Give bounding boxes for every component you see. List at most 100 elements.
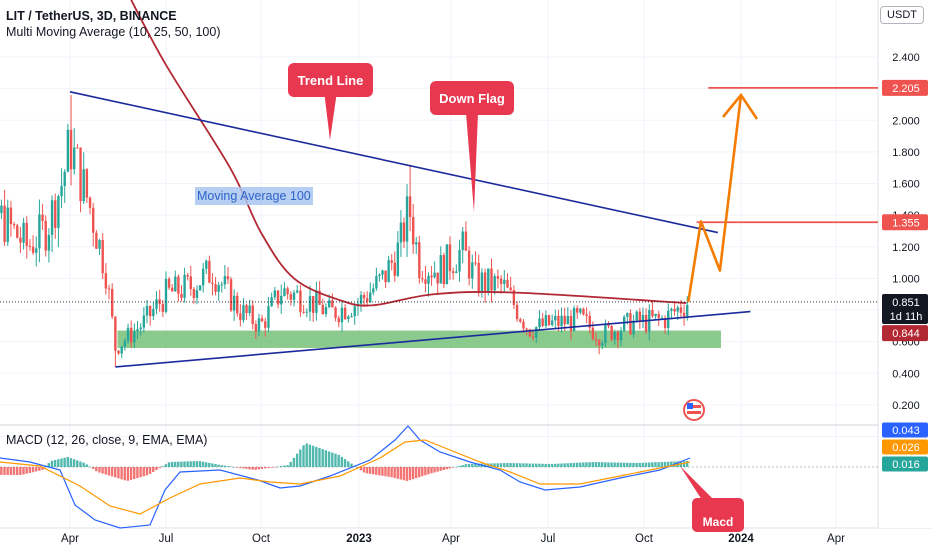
candle [167,276,171,290]
macd-hist-bar [588,462,591,467]
macd-hist-bar [270,467,273,468]
macd-hist-bar [311,445,315,467]
candle-body [174,276,177,292]
candle [161,299,165,318]
indicator-title[interactable]: Multi Moving Average (10, 25, 50, 100) [6,25,221,39]
macd-hist-bar [347,461,350,467]
candle [129,320,133,348]
macd-line [0,425,691,529]
candle [126,323,130,345]
candle [442,252,446,289]
macd-hist-bar [183,461,186,467]
candle-body [220,284,223,286]
macd-hist-bar [164,464,168,467]
macd-hist-bar [248,467,251,470]
x-tick-label: 2023 [346,533,372,545]
macd-hist-bar [604,462,607,467]
macd-hist-bar [493,463,496,467]
candle-body [424,279,427,284]
candle-body [365,298,369,302]
candle-body [408,196,412,218]
macd-hist-bar [563,463,566,467]
candle-body [372,288,375,293]
candle-body [73,147,76,170]
candle-body [12,224,16,226]
candle-body [439,255,442,284]
macd-hist-bar [522,463,525,467]
candle-body [506,279,509,288]
projection-arrowhead [721,92,759,120]
macd-hist-bar [390,467,393,478]
candle-body [9,207,13,225]
macd-hist-bar [430,467,433,474]
candle-body [550,320,554,325]
candle [286,286,289,300]
candle [117,350,120,355]
candle-body [594,339,598,341]
macd-hist-bar [534,463,538,467]
candle [239,304,242,327]
candle-body [126,327,130,341]
candle-body [384,270,387,283]
candle-body [544,315,548,326]
candle [38,199,41,263]
candle-body [170,287,174,292]
candle [82,152,85,205]
candle-body [79,147,82,202]
candle-body [245,305,248,314]
candle [387,255,390,283]
currency-button[interactable]: USDT [880,6,924,24]
target-tag-1355-bg [882,214,928,231]
symbol-title[interactable]: LIT / TetherUS, 3D, BINANCE [6,9,177,23]
candle-body [85,169,89,198]
price-axis[interactable]: 0.2000.4000.6000.8001.0001.2001.4001.600… [879,0,932,528]
candle [114,316,117,367]
macd-hist-bar [217,464,220,467]
candle [28,239,32,251]
candle-body [663,317,667,329]
candle-body [226,276,230,280]
candle-body [390,260,393,263]
macd-hist-bar [47,463,51,467]
macd-title[interactable]: MACD (12, 26, close, 9, EMA, EMA) [6,433,208,447]
candle [9,200,13,237]
candle-body [189,276,192,290]
time-axis[interactable]: Apr Jul Oct 2023 Apr Jul Oct 2024 Apr [61,533,845,545]
candle [299,285,302,318]
signal-line [0,439,691,515]
candle-body [393,262,396,276]
candle [436,272,439,294]
macd-hist-bar [299,449,302,467]
macd-hist-bar [145,467,149,476]
candle [467,246,471,286]
candle-body [531,336,535,338]
candle-body [362,294,366,299]
macd-hist-bar [483,463,487,467]
candle-body [660,317,664,319]
candle-body [557,315,560,327]
candle [519,317,522,324]
macd-hist-bar [98,467,101,473]
macd-hist-bar [19,467,22,475]
macd-hist-bar [180,461,183,467]
macd-hist-bar [331,452,334,467]
candle-body [512,290,516,305]
candle [538,310,541,331]
candle-body [455,271,458,273]
macd-hist-bar [666,461,670,467]
candle-body [654,313,657,317]
candle-body [387,260,390,283]
candle-body [136,329,139,332]
candle-body [270,297,273,307]
candle [63,169,66,203]
candle [211,273,214,296]
candle [512,285,516,309]
candle-body [448,244,452,272]
candle-body [76,147,79,149]
candle-body [257,318,261,332]
candle [321,298,324,315]
macd-hist-bar [566,463,569,467]
candle [619,327,623,346]
macd-hist-bar [167,462,171,467]
